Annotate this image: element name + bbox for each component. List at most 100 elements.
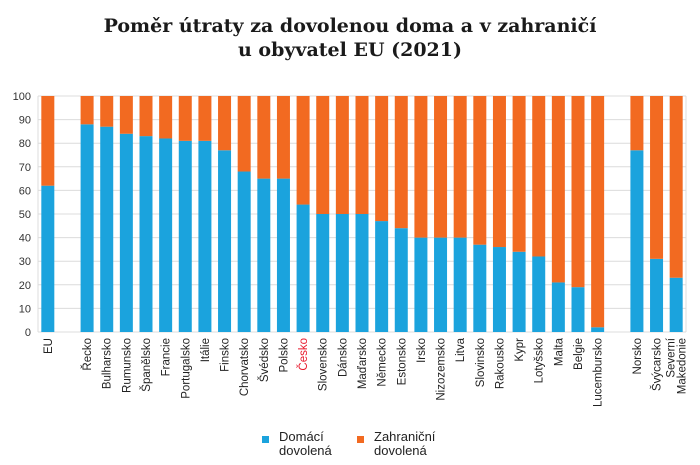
y-tick-label-40: 40 xyxy=(19,233,31,245)
bar-foreign-slovinsko xyxy=(473,96,487,245)
chart-title-line-2: u obyvatel EU (2021) xyxy=(237,39,462,61)
bar-domestic-rakousko xyxy=(492,247,506,332)
bar-foreign-eu xyxy=(41,96,55,186)
bar-foreign-dansko xyxy=(335,96,349,214)
legend-label-domestic-2: dovolená xyxy=(279,443,332,458)
bar-foreign-litva xyxy=(453,96,467,238)
y-tick-label-80: 80 xyxy=(19,138,31,150)
bar-domestic-recko xyxy=(80,124,94,332)
x-tick-label-finsko: Finsko xyxy=(220,338,232,372)
legend-item-domestic: Domácí dovolená xyxy=(262,430,332,458)
bar-foreign-norsko xyxy=(630,96,644,151)
legend-swatch-foreign xyxy=(357,436,364,443)
bar-domestic-svedsko xyxy=(257,178,271,332)
y-tick-label-20: 20 xyxy=(19,280,31,292)
y-tick-label-100: 100 xyxy=(13,91,31,103)
bar-domestic-malta xyxy=(551,282,565,332)
stacked-bar-chart: 0 10 20 30 40 50 60 70 80 90 100 EU Řecko Bulharsko Ru… xyxy=(13,91,689,407)
bar-foreign-francie xyxy=(159,96,173,139)
bar-foreign-rumunsko xyxy=(119,96,133,134)
bar-foreign-svycarsko xyxy=(650,96,664,259)
legend-swatch-domestic xyxy=(262,436,269,443)
y-tick-label-30: 30 xyxy=(19,256,31,268)
bar-foreign-recko xyxy=(80,96,94,125)
legend-label-foreign-2: dovolená xyxy=(374,443,427,458)
x-tick-label-irsko: Irsko xyxy=(416,338,428,363)
bar-foreign-svedsko xyxy=(257,96,271,179)
bar-foreign-kypr xyxy=(512,96,526,252)
bar-domestic-norsko xyxy=(630,150,644,332)
bar-domestic-polsko xyxy=(276,178,290,332)
bar-foreign-malta xyxy=(551,96,565,283)
bar-domestic-cesko xyxy=(296,204,310,332)
x-tick-label-bulharsko: Bulharsko xyxy=(102,338,114,389)
bar-foreign-finsko xyxy=(218,96,232,151)
x-tick-label-norsko: Norsko xyxy=(632,338,644,374)
bar-domestic-estonsko xyxy=(394,228,408,332)
bar-foreign-spanelsko xyxy=(139,96,153,137)
x-tick-label-estonsko: Estonsko xyxy=(396,338,408,385)
legend-item-foreign: Zahraniční dovolená xyxy=(357,430,435,458)
bar-domestic-svycarsko xyxy=(650,258,664,332)
x-tick-label-italie: Itálie xyxy=(200,338,212,362)
bar-domestic-irsko xyxy=(414,237,428,332)
x-tick-label-chorvatsko: Chorvatsko xyxy=(239,338,251,396)
bar-foreign-nizozemsko xyxy=(434,96,448,238)
x-tick-label-francie: Francie xyxy=(161,338,173,376)
legend-label-domestic-1: Domácí xyxy=(279,429,324,444)
x-tick-label-rakousko: Rakousko xyxy=(494,338,506,389)
y-tick-label-70: 70 xyxy=(19,162,31,174)
x-tick-label-spanelsko: Španělsko xyxy=(140,338,153,392)
legend-label-foreign-1: Zahraniční xyxy=(374,429,436,444)
bar-domestic-lotyssko xyxy=(532,256,546,332)
y-tick-label-50: 50 xyxy=(19,209,31,221)
chart-title: Poměr útraty za dovolenou doma a v zahra… xyxy=(0,14,700,62)
x-tick-label-rumunsko: Rumunsko xyxy=(121,338,133,393)
bar-domestic-kypr xyxy=(512,251,526,332)
bar-foreign-severni-makedonie xyxy=(669,96,683,278)
y-tick-label-60: 60 xyxy=(19,185,31,197)
legend: Domácí dovolená Zahraniční dovolená xyxy=(0,430,700,465)
bar-foreign-belgie xyxy=(571,96,585,288)
x-tick-label-svedsko: Švédsko xyxy=(258,338,271,382)
bar-domestic-nizozemsko xyxy=(434,237,448,332)
bar-domestic-bulharsko xyxy=(100,126,114,333)
bar-domestic-slovinsko xyxy=(473,244,487,332)
bar-foreign-portugalsko xyxy=(178,96,192,141)
bar-domestic-nemecko xyxy=(375,221,389,332)
x-tick-label-belgie: Belgie xyxy=(573,338,585,370)
x-tick-label-nizozemsko: Nizozemsko xyxy=(436,338,448,401)
bar-domestic-finsko xyxy=(218,150,232,332)
bar-foreign-nemecko xyxy=(375,96,389,222)
bar-foreign-polsko xyxy=(276,96,290,179)
bar-foreign-chorvatsko xyxy=(237,96,251,172)
x-tick-label-nemecko: Německo xyxy=(377,338,389,387)
bar-foreign-slovensko xyxy=(316,96,330,214)
bar-domestic-spanelsko xyxy=(139,136,153,332)
bar-foreign-irsko xyxy=(414,96,428,238)
bar-foreign-madarsko xyxy=(355,96,369,214)
chart-title-line-1: Poměr útraty za dovolenou doma a v zahra… xyxy=(103,15,597,37)
x-tick-label-severni-makedonie: SeverníMakedonie xyxy=(666,337,689,394)
x-tick-label-malta: Malta xyxy=(553,337,565,366)
bar-domestic-portugalsko xyxy=(178,140,192,332)
bar-domestic-belgie xyxy=(571,287,585,332)
y-tick-label-90: 90 xyxy=(19,115,31,127)
x-tick-label-svycarsko: Švýcarsko xyxy=(651,338,664,391)
bar-foreign-estonsko xyxy=(394,96,408,229)
bar-domestic-italie xyxy=(198,140,212,332)
bar-foreign-lucembursko xyxy=(591,96,605,328)
bar-foreign-italie xyxy=(198,96,212,141)
bar-foreign-rakousko xyxy=(492,96,506,248)
bar-domestic-eu xyxy=(41,185,55,332)
bar-domestic-dansko xyxy=(335,214,349,332)
bar-domestic-chorvatsko xyxy=(237,171,251,332)
x-tick-label-cesko: Česko xyxy=(297,338,310,371)
bar-domestic-severni-makedonie xyxy=(669,277,683,332)
x-tick-label-lucembursko: Lucembursko xyxy=(593,338,605,407)
x-tick-label-litva: Litva xyxy=(455,337,467,362)
y-tick-label-10: 10 xyxy=(19,303,31,315)
x-tick-label-portugalsko: Portugalsko xyxy=(180,338,192,399)
bar-foreign-cesko xyxy=(296,96,310,205)
bar-domestic-madarsko xyxy=(355,214,369,332)
